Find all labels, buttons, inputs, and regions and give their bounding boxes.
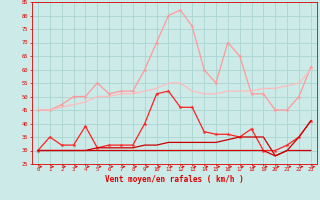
X-axis label: Vent moyen/en rafales ( km/h ): Vent moyen/en rafales ( km/h ) [105,175,244,184]
